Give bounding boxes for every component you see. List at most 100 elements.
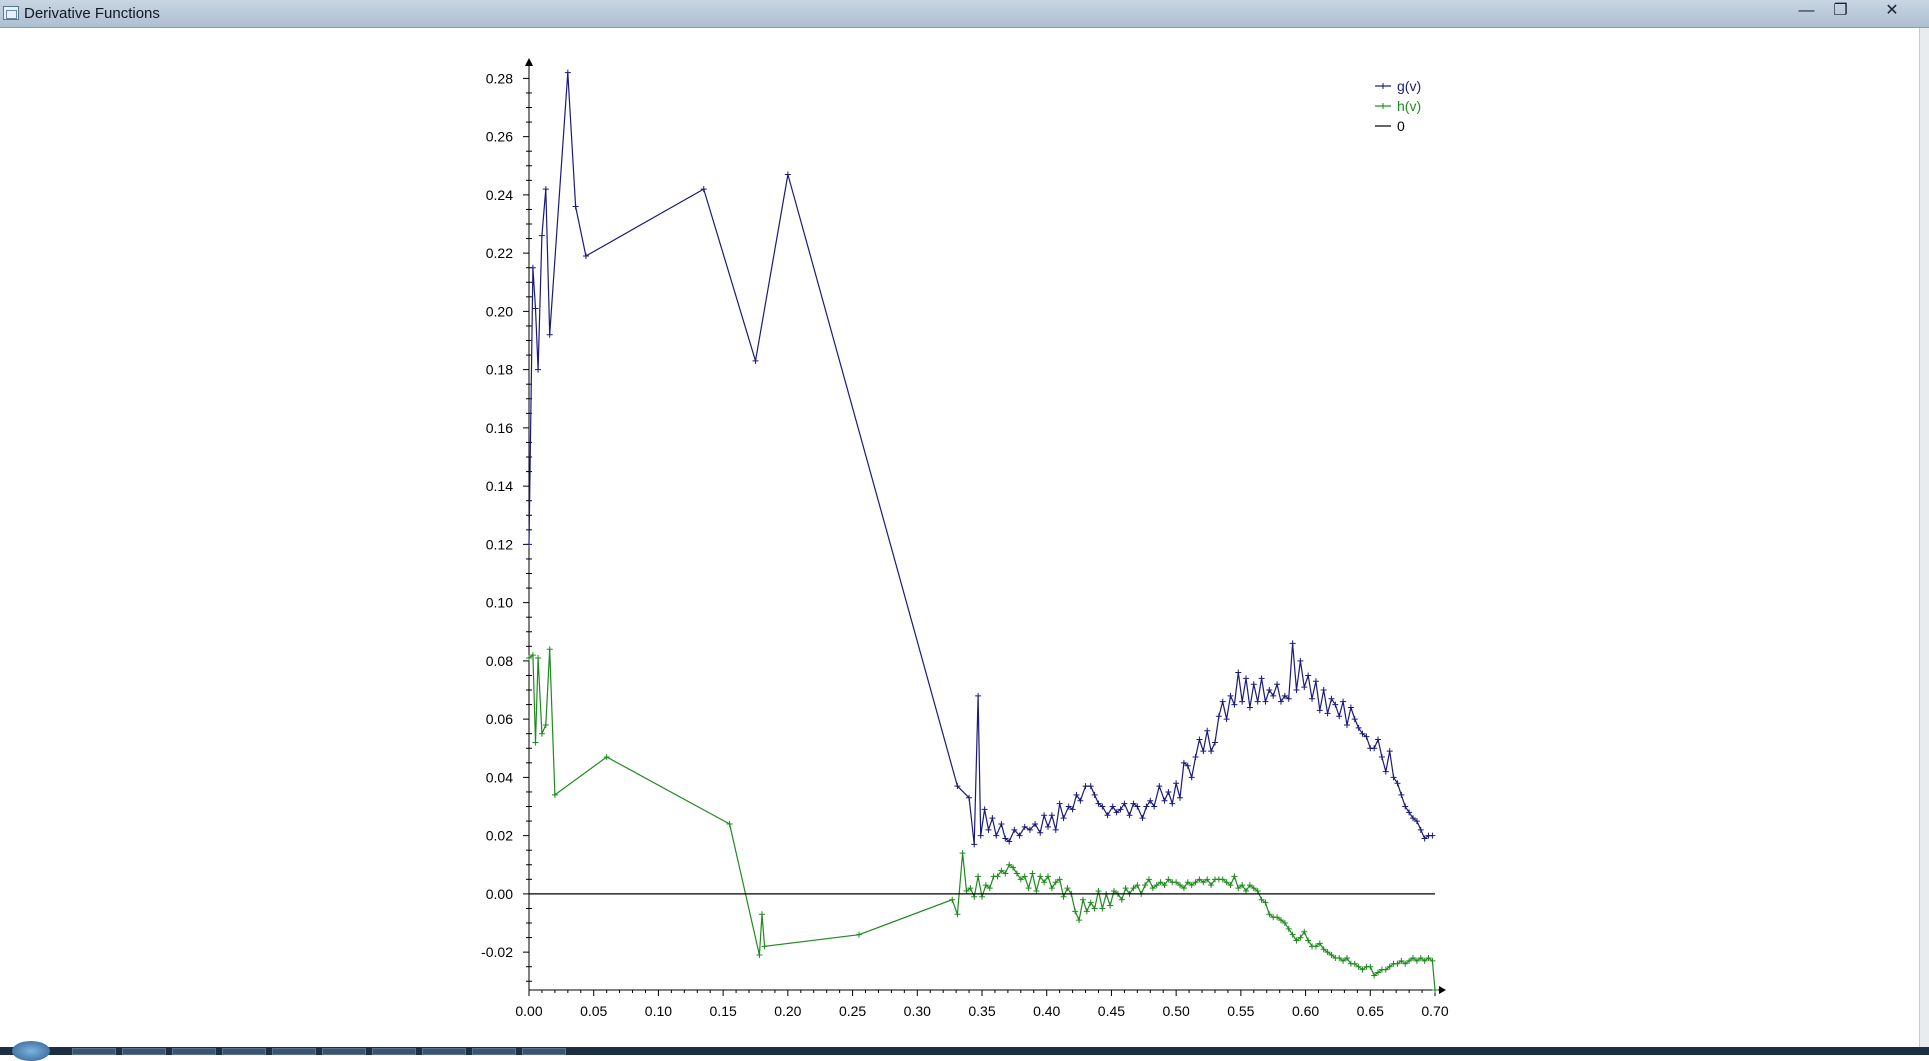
- minimize-button[interactable]: —: [1798, 2, 1815, 19]
- legend-label-zero: 0: [1397, 118, 1405, 134]
- gv-series-point: [1347, 704, 1354, 711]
- restore-button[interactable]: ❐: [1833, 2, 1848, 19]
- hv-series-point: [1274, 914, 1281, 921]
- hv-series-point: [1246, 882, 1253, 889]
- hv-series-point: [1289, 931, 1296, 938]
- legend-label-gv: g(v): [1397, 78, 1421, 94]
- taskbar-item[interactable]: [72, 1048, 116, 1055]
- gv-series-point: [1316, 707, 1323, 714]
- gv-series-point: [1060, 815, 1067, 822]
- x-axis-arrow: [1439, 986, 1446, 994]
- hv-series-point: [1029, 870, 1036, 877]
- gv-series-point: [1398, 791, 1405, 798]
- hv-series-point: [1324, 949, 1331, 956]
- hv-series-point: [959, 850, 966, 857]
- gv-series-point: [1266, 687, 1273, 694]
- gv-series-point: [1200, 748, 1207, 755]
- hv-series-point: [963, 887, 970, 894]
- taskbar-item[interactable]: [372, 1048, 416, 1055]
- hv-series-point: [756, 952, 763, 959]
- hv-series-point: [1056, 876, 1063, 883]
- gv-series-point: [1301, 684, 1308, 691]
- taskbar-item[interactable]: [272, 1048, 316, 1055]
- hv-series-point: [994, 873, 1001, 880]
- hv-series-point: [1099, 905, 1106, 912]
- hv-series-point: [1398, 957, 1405, 964]
- close-button[interactable]: ✕: [1885, 2, 1899, 19]
- gv-series-point: [1246, 704, 1253, 711]
- gv-series-point: [1037, 829, 1044, 836]
- start-button[interactable]: [12, 1041, 50, 1061]
- hv-series-point: [1118, 896, 1125, 903]
- gv-series-point: [1052, 826, 1059, 833]
- gv-series-point: [1204, 727, 1211, 734]
- gv-series-point: [1077, 797, 1084, 804]
- gv-series-point: [564, 69, 571, 76]
- hv-series-point: [1145, 876, 1152, 883]
- hv-series-point: [1340, 957, 1347, 964]
- hv-series-point: [1281, 920, 1288, 927]
- hv-series-point: [1219, 876, 1226, 883]
- gv-series-point: [1121, 800, 1128, 807]
- gv-series-point: [993, 832, 1000, 839]
- gv-series-point: [1173, 780, 1180, 787]
- hv-series-point: [1328, 952, 1335, 959]
- gv-series-point: [1126, 812, 1133, 819]
- hv-series-point: [1013, 870, 1020, 877]
- taskbar-item[interactable]: [472, 1048, 516, 1055]
- y-tick-label: 0.08: [486, 653, 513, 669]
- gv-series-point: [784, 171, 791, 178]
- hv-series-point: [1180, 885, 1187, 892]
- hv-series-point: [1107, 902, 1114, 909]
- gv-series-point: [1208, 748, 1215, 755]
- taskbar-item[interactable]: [222, 1048, 266, 1055]
- gv-series-point: [1297, 657, 1304, 664]
- taskbar-item[interactable]: [422, 1048, 466, 1055]
- hv-series-point: [1301, 928, 1308, 935]
- taskbar-item[interactable]: [172, 1048, 216, 1055]
- gv-series-point: [1324, 710, 1331, 717]
- hv-series-point: [529, 652, 536, 659]
- gv-series-point: [1192, 754, 1199, 760]
- hv-series-point: [1045, 873, 1052, 880]
- hv-series-point: [1208, 882, 1215, 889]
- gv-series-point: [1235, 669, 1242, 676]
- gv-series-point: [1320, 687, 1327, 694]
- gv-series-point: [1219, 698, 1226, 705]
- hv-series-point: [1239, 882, 1246, 889]
- hv-series-point: [1305, 937, 1312, 944]
- hv-series-point: [998, 867, 1005, 874]
- gv-series-point: [975, 692, 982, 699]
- hv-series-point: [1425, 954, 1432, 961]
- gv-series-point: [1285, 695, 1292, 702]
- hv-series-point: [979, 893, 985, 900]
- hv-series-point: [1142, 882, 1149, 889]
- hv-series-point: [982, 882, 989, 889]
- window-titlebar: Derivative Functions — ❐ ✕: [0, 0, 1929, 28]
- gv-series-point: [1312, 678, 1319, 685]
- taskbar-item[interactable]: [122, 1048, 166, 1055]
- hv-series-point: [1312, 943, 1319, 950]
- hv-series-point: [1087, 899, 1094, 906]
- gv-series-line: [528, 72, 1433, 845]
- gv-series-point: [1211, 739, 1218, 746]
- gv-series-point: [1188, 774, 1195, 781]
- gv-series-point: [1087, 783, 1094, 790]
- taskbar-item[interactable]: [322, 1048, 366, 1055]
- window-right-edge: [1919, 28, 1929, 1047]
- gv-series-point: [1231, 701, 1238, 708]
- derivative-chart: -0.02 0.00 0.02 0.04 0.06 0.08 0.10 0.12 0.14 0.1…: [481, 58, 1449, 1019]
- gv-series-point: [966, 794, 973, 801]
- taskbar-item[interactable]: [522, 1048, 566, 1055]
- hv-series-point: [532, 739, 539, 746]
- x-tick-label: 0.20: [774, 1003, 801, 1019]
- gv-series-point: [1382, 768, 1389, 775]
- x-tick-label: 0.25: [839, 1003, 866, 1019]
- hv-series-point: [1406, 957, 1413, 964]
- x-tick-label: 0.35: [968, 1003, 995, 1019]
- gv-series-point: [1417, 826, 1424, 833]
- gv-series-point: [1262, 698, 1269, 705]
- gv-series-point: [1130, 800, 1137, 807]
- hv-series-point: [1021, 873, 1028, 880]
- gv-series-point: [1390, 774, 1397, 781]
